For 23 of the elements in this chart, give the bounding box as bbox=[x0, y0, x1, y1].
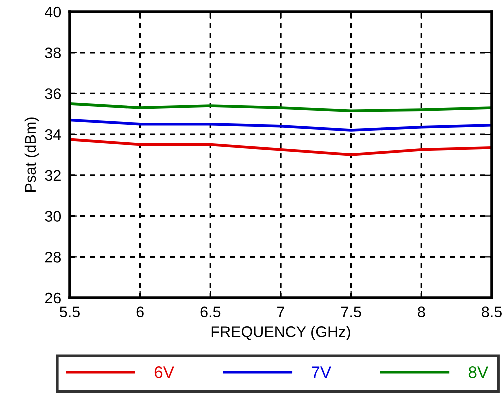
legend-label: 8V bbox=[468, 366, 489, 378]
x-tick-label: 6 bbox=[136, 306, 144, 318]
x-tick-label: 5.5 bbox=[60, 306, 80, 318]
y-tick-label: 38 bbox=[45, 48, 62, 59]
x-tick-label: 7 bbox=[278, 306, 284, 318]
x-tick-label: 7.5 bbox=[342, 306, 362, 318]
legend-label: 6V bbox=[154, 366, 174, 378]
y-tick-label: 32 bbox=[45, 170, 61, 182]
legend-label: 7V bbox=[312, 366, 332, 378]
x-tick-label: 8.5 bbox=[482, 306, 502, 318]
x-tick-label: 8 bbox=[418, 306, 426, 318]
x-axis-title: FREQUENCY (GHz) bbox=[212, 326, 350, 340]
y-tick-label: 30 bbox=[45, 211, 62, 222]
y-tick-label: 34 bbox=[45, 129, 62, 140]
y-axis-title: Psat (dBm) bbox=[24, 118, 40, 192]
line-series bbox=[70, 138, 492, 156]
y-tick-label: 40 bbox=[45, 6, 62, 18]
line-series bbox=[70, 102, 492, 112]
y-tick-label: 26 bbox=[45, 292, 61, 304]
x-tick-label: 6.5 bbox=[200, 306, 221, 318]
line-series bbox=[70, 118, 492, 132]
y-tick-label: 28 bbox=[45, 252, 62, 263]
y-tick-label: 36 bbox=[45, 88, 61, 100]
